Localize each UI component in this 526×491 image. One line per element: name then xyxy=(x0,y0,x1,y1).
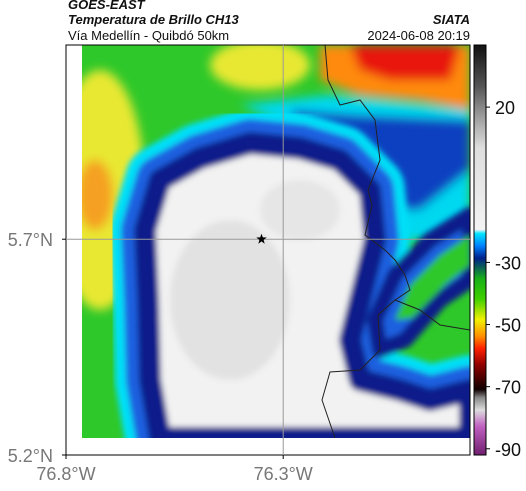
product: Temperatura de Brillo CH13 xyxy=(68,12,240,27)
region: Vía Medellín - Quibdó 50km xyxy=(68,28,229,43)
colorbar-tick-label: -50 xyxy=(495,316,521,336)
colorbar-tick-label: 20 xyxy=(495,98,515,118)
satellite-image xyxy=(82,45,470,438)
colorbar-tick-label: -70 xyxy=(495,378,521,398)
timestamp: 2024-06-08 20:19 xyxy=(367,28,470,43)
agency: SIATA xyxy=(433,12,470,27)
source: GOES-EAST xyxy=(68,0,146,12)
colorbar xyxy=(473,44,487,456)
lat-tick-label: 5.2°N xyxy=(8,446,53,466)
colorbar-tick-label: -90 xyxy=(495,440,521,460)
lon-tick-label: 76.8°W xyxy=(36,464,95,484)
colorbar-tick-label: -30 xyxy=(495,253,521,273)
boundary xyxy=(394,299,470,331)
lat-tick-label: 5.7°N xyxy=(8,230,53,250)
map-frame xyxy=(65,44,471,456)
lon-tick-label: 76.3°W xyxy=(254,464,313,484)
coastline xyxy=(321,45,411,438)
location-marker xyxy=(256,233,267,244)
